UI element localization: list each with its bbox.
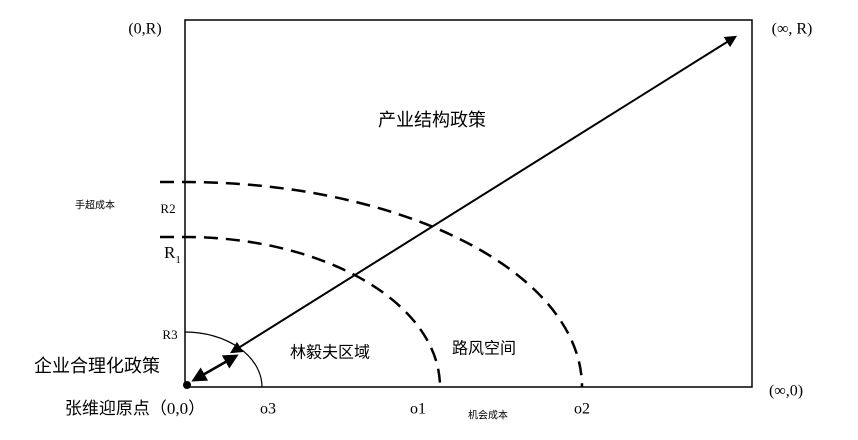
label: 张维迎原点（0,0） [65, 399, 205, 418]
small-arrow [191, 354, 239, 382]
origin-dot [183, 381, 191, 389]
corner-label: (0,R) [128, 21, 161, 38]
region-label: 林毅夫区域 [290, 344, 370, 362]
corner-label: (∞, R) [772, 21, 813, 38]
label: 手超成本 [75, 198, 115, 211]
label: 企业合理化政策 [34, 356, 160, 376]
label: o3 [260, 401, 276, 418]
label: R2 [160, 201, 175, 216]
inner-arc [160, 235, 442, 388]
region-label: 路风空间 [452, 340, 516, 358]
outer-arc [160, 180, 584, 388]
label: 1 [175, 254, 181, 266]
label: R3 [162, 327, 177, 342]
label: 机会成本 [468, 408, 508, 421]
label: o2 [574, 401, 590, 418]
title: 产业结构政策 [378, 110, 486, 130]
frame [184, 19, 753, 388]
label: R [164, 243, 176, 262]
label: o1 [410, 401, 426, 418]
label: R1 [164, 243, 181, 266]
corner-label: (∞,0) [769, 383, 803, 400]
main-arrow [229, 35, 738, 354]
